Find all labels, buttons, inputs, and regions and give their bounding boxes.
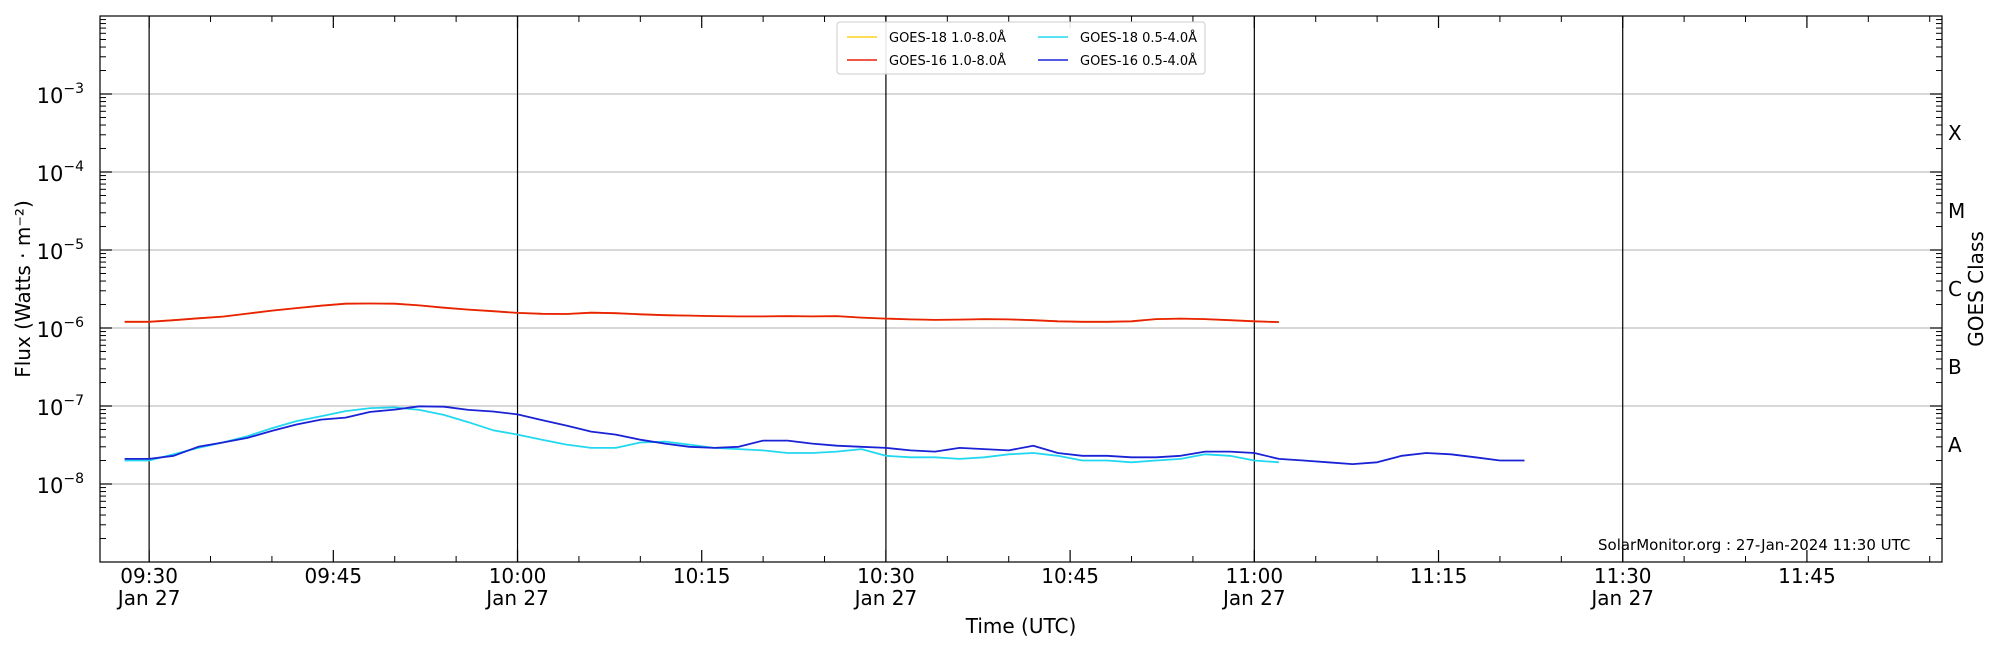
legend-label-0: GOES-18 1.0-8.0Å: [889, 30, 1006, 46]
source-annotation: SolarMonitor.org : 27-Jan-2024 11:30 UTC: [1598, 536, 1910, 554]
y-axis-right-label: GOES Class: [1964, 231, 1988, 347]
grid-lines: [100, 93, 1942, 485]
legend-box: [836, 21, 1206, 75]
plot-frame: [99, 15, 1943, 563]
plot-background: [100, 16, 1942, 562]
x-tick-label-1: 09:45: [304, 564, 362, 588]
y-tick-label-3: 10−5: [37, 237, 84, 264]
goes-class-X: X: [1948, 121, 1962, 145]
legend-label-3: GOES-16 0.5-4.0Å: [1080, 53, 1197, 69]
y-tick-label-0: 10−8: [37, 471, 84, 498]
goes-class-labels: A B C M X: [1948, 121, 1965, 457]
y-tick-label-4: 10−4: [37, 159, 84, 186]
y-axis-label: Flux (Watts · m⁻²): [11, 200, 35, 378]
x-tick-label-9: 11:45: [1778, 564, 1836, 588]
y-axis-ticks: 10−8 10−7 10−6 10−5 10−4 10−3: [37, 19, 1942, 540]
x-tick-label-2: 10:00: [489, 564, 547, 588]
x-tick-label-8: 11:30: [1594, 564, 1652, 588]
goes-class-C: C: [1948, 277, 1962, 301]
y-tick-label-2: 10−6: [37, 315, 84, 342]
x-tick-label-5: 10:45: [1041, 564, 1099, 588]
legend-label-2: GOES-18 0.5-4.0Å: [1080, 30, 1197, 46]
y-tick-label-1: 10−7: [37, 393, 84, 420]
time-markers: [148, 16, 1624, 562]
x-tick-date-8: Jan 27: [1589, 586, 1654, 610]
x-tick-label-3: 10:15: [673, 564, 731, 588]
x-tick-label-6: 11:00: [1225, 564, 1283, 588]
legend-label-1: GOES-16 1.0-8.0Å: [889, 53, 1006, 69]
x-axis-label: Time (UTC): [965, 614, 1077, 638]
x-tick-date-4: Jan 27: [853, 586, 918, 610]
legend: GOES-18 1.0-8.0Å GOES-16 1.0-8.0Å GOES-18 …: [836, 21, 1206, 75]
series-line-3: [124, 405, 1525, 465]
y-tick-label-5: 10−3: [37, 81, 84, 108]
x-tick-date-0: Jan 27: [116, 586, 181, 610]
series-line-2: [124, 406, 1279, 464]
data-series: [124, 302, 1525, 465]
goes-class-M: M: [1948, 199, 1965, 223]
series-line-1: [124, 302, 1279, 323]
x-tick-label-0: 09:30: [120, 564, 178, 588]
x-tick-date-2: Jan 27: [484, 586, 549, 610]
x-tick-label-7: 11:15: [1410, 564, 1468, 588]
x-tick-label-4: 10:30: [857, 564, 915, 588]
goes-class-A: A: [1948, 433, 1962, 457]
goes-class-B: B: [1948, 355, 1962, 379]
x-tick-date-6: Jan 27: [1221, 586, 1286, 610]
